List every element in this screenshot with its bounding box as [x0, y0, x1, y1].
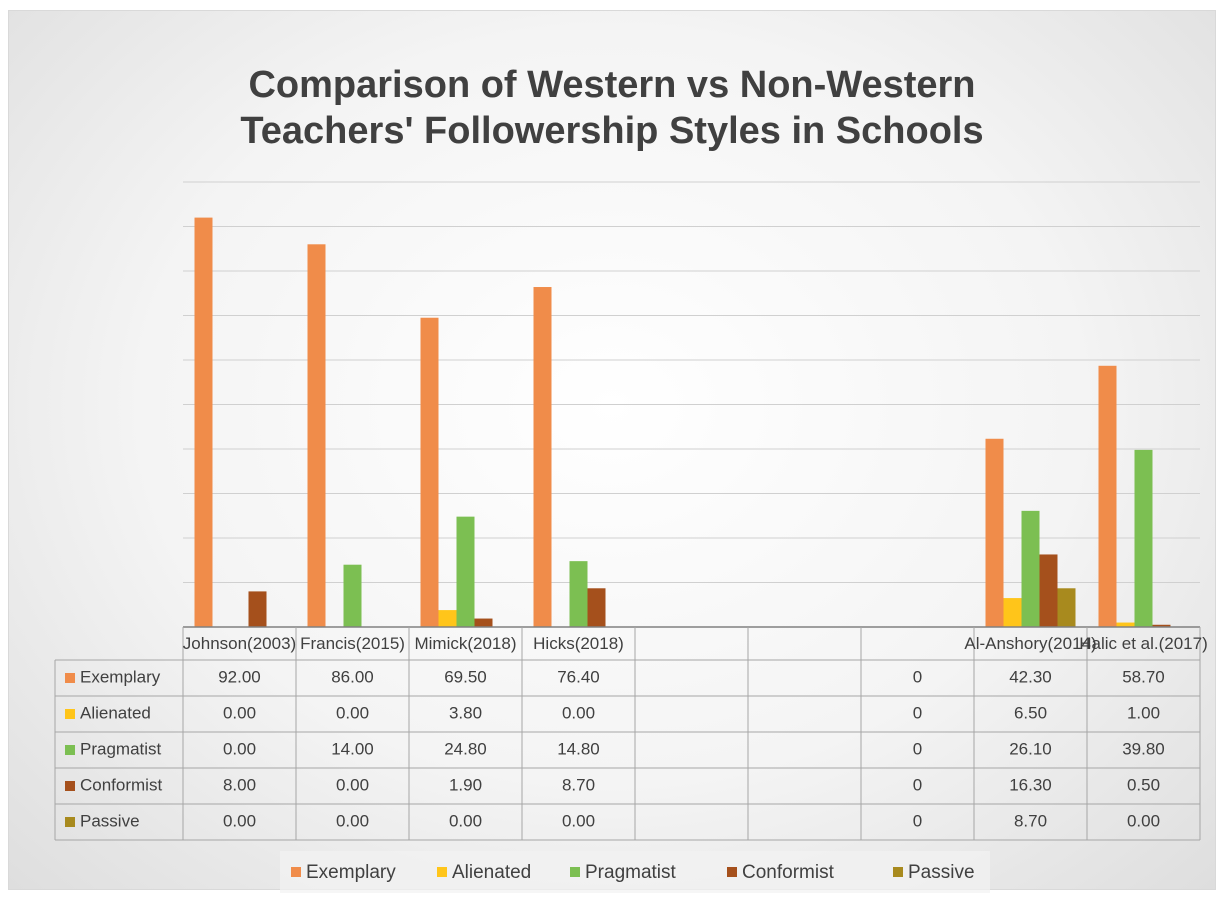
bar [1003, 598, 1022, 627]
bar [1116, 622, 1135, 627]
table-cell: 26.10 [1009, 739, 1052, 758]
legend-key [65, 781, 75, 791]
x-tick-label: Francis(2015) [300, 634, 405, 653]
bar [533, 287, 552, 627]
bar [474, 618, 493, 627]
chart-title: Comparison of Western vs Non-Western Tea… [240, 64, 984, 152]
table-cell: 86.00 [331, 667, 374, 686]
table-cell: 24.80 [444, 739, 487, 758]
table-cell: 8.70 [1014, 811, 1047, 830]
legend-label: Alienated [452, 862, 531, 883]
table-cell: 0.00 [449, 811, 482, 830]
table-cell: 0.00 [336, 703, 369, 722]
x-tick-label: Hicks(2018) [533, 634, 624, 653]
table-cell: 0.00 [562, 811, 595, 830]
legend-key [65, 817, 75, 827]
legend-key [570, 867, 580, 877]
bar [1039, 554, 1058, 627]
legend-label: Conformist [742, 862, 835, 883]
bar [1057, 588, 1076, 627]
bar [1134, 449, 1153, 627]
legend-box [280, 851, 990, 893]
legend-key [65, 745, 75, 755]
table-cell: 8.00 [223, 775, 256, 794]
table-cell: 0.00 [223, 703, 256, 722]
table-cell: 0.50 [1127, 775, 1160, 794]
table-cell: 0.00 [336, 811, 369, 830]
legend-label: Pragmatist [585, 862, 677, 883]
table-cell: 14.00 [331, 739, 374, 758]
bar [1021, 510, 1040, 627]
table-cell: 6.50 [1014, 703, 1047, 722]
table-cell: 39.80 [1122, 739, 1165, 758]
table-row-label: Exemplary [80, 667, 161, 686]
legend-key [893, 867, 903, 877]
bar [307, 244, 326, 628]
table-cell: 0 [913, 739, 922, 758]
table-cell: 0.00 [562, 703, 595, 722]
x-tick-label: Halic et al.(2017) [1079, 634, 1208, 653]
legend-key [65, 709, 75, 719]
table-cell: 1.00 [1127, 703, 1160, 722]
bar [438, 610, 457, 627]
table-cell: 0.00 [223, 811, 256, 830]
bar [343, 564, 362, 627]
bar [1098, 365, 1117, 627]
table-cell: 1.90 [449, 775, 482, 794]
table-cell: 0.00 [336, 775, 369, 794]
bar [248, 591, 267, 627]
x-tick-label: Mimick(2018) [414, 634, 516, 653]
table-cell: 0 [913, 775, 922, 794]
table-cell: 76.40 [557, 667, 600, 686]
bar [456, 516, 475, 627]
legend-key [65, 673, 75, 683]
bar [194, 217, 213, 627]
legend-key [727, 867, 737, 877]
x-tick-label: Al-Anshory(2014) [964, 634, 1096, 653]
table-cell: 42.30 [1009, 667, 1052, 686]
legend-key [437, 867, 447, 877]
table-cell: 16.30 [1009, 775, 1052, 794]
legend-label: Exemplary [306, 862, 396, 883]
legend-label: Passive [908, 862, 975, 883]
table-row-label: Conformist [80, 775, 162, 794]
bar [587, 588, 606, 627]
table-cell: 0.00 [1127, 811, 1160, 830]
bar [985, 438, 1004, 627]
table-row-label: Alienated [80, 703, 151, 722]
table-cell: 58.70 [1122, 667, 1165, 686]
bar [569, 561, 588, 627]
table-cell: 8.70 [562, 775, 595, 794]
table-row-label: Passive [80, 811, 140, 830]
table-cell: 3.80 [449, 703, 482, 722]
table-cell: 0 [913, 667, 922, 686]
legend-key [291, 867, 301, 877]
table-row-label: Pragmatist [80, 739, 162, 758]
table-cell: 0 [913, 811, 922, 830]
table-cell: 92.00 [218, 667, 261, 686]
bar [420, 317, 439, 627]
table-cell: 14.80 [557, 739, 600, 758]
table-cell: 0 [913, 703, 922, 722]
x-tick-label: Johnson(2003) [183, 634, 296, 653]
table-cell: 69.50 [444, 667, 487, 686]
table-cell: 0.00 [223, 739, 256, 758]
bar [1152, 624, 1171, 627]
